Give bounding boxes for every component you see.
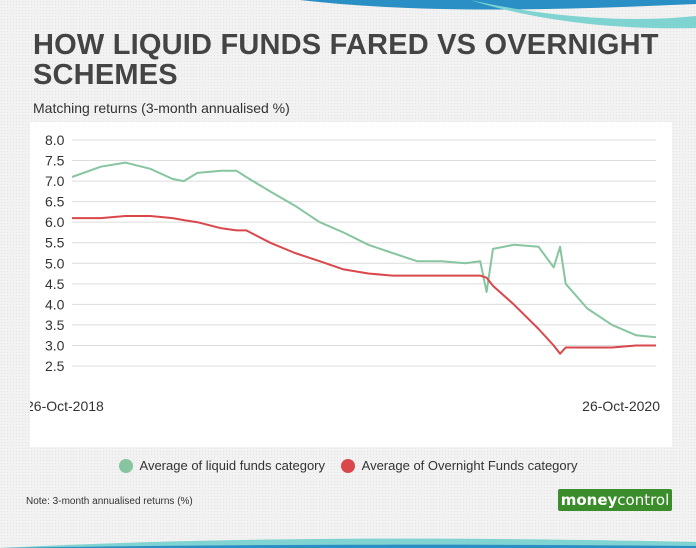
- moneycontrol-logo: moneycontrol: [558, 489, 672, 511]
- chart-subtitle: Matching returns (3-month annualised %): [33, 100, 290, 116]
- x-tick-start: 26-Oct-2018: [30, 398, 104, 414]
- y-tick-label: 3.0: [45, 337, 65, 353]
- legend-swatch-overnight: [340, 458, 355, 473]
- bottom-wave-decoration: [0, 538, 696, 548]
- x-tick-end: 26-Oct-2020: [582, 398, 660, 414]
- y-tick-label: 6.5: [45, 194, 65, 210]
- y-tick-label: 5.0: [45, 255, 65, 271]
- logo-text-money: money: [560, 491, 618, 509]
- plot-area: 8.0 7.5 7.0 6.5 6.0 5.5 5.0 4.5 4.0 3.5 3.0 2.5 26-…: [30, 122, 672, 447]
- legend-label-liquid: Average of liquid funds category: [139, 458, 326, 473]
- chart-title: HOW LIQUID FUNDS FARED VS OVERNIGHT SCHE…: [33, 29, 659, 91]
- y-tick-label: 3.5: [45, 317, 65, 333]
- y-tick-label: 2.5: [45, 358, 65, 374]
- y-tick-label: 7.5: [45, 153, 65, 169]
- series-line-overnight: [72, 215, 656, 355]
- y-tick-label: 4.5: [45, 276, 65, 292]
- legend-label-overnight: Average of Overnight Funds category: [361, 458, 578, 473]
- legend-swatch-liquid: [118, 458, 133, 473]
- series-line-liquid: [71, 161, 657, 339]
- y-tick-label: 4.0: [45, 296, 65, 312]
- top-wave-decoration: [300, 0, 696, 29]
- y-tick-label: 8.0: [45, 132, 65, 148]
- y-tick-label: 7.0: [45, 173, 65, 189]
- legend-item-overnight: Average of Overnight Funds category: [340, 458, 578, 473]
- series-lines: [71, 161, 657, 355]
- legend: Average of liquid funds category Average…: [0, 458, 696, 476]
- y-tick-label: 6.0: [45, 214, 65, 230]
- y-tick-label: 5.5: [45, 235, 65, 251]
- logo-text-control: control: [617, 491, 670, 509]
- footnote: Note: 3-month annualised returns (%): [26, 496, 193, 507]
- legend-item-liquid: Average of liquid funds category: [118, 458, 326, 473]
- line-chart: 8.0 7.5 7.0 6.5 6.0 5.5 5.0 4.5 4.0 3.5 3.0 2.5 26-…: [30, 132, 660, 414]
- y-axis-ticks: 8.0 7.5 7.0 6.5 6.0 5.5 5.0 4.5 4.0 3.5 3.0 2.5: [45, 132, 65, 374]
